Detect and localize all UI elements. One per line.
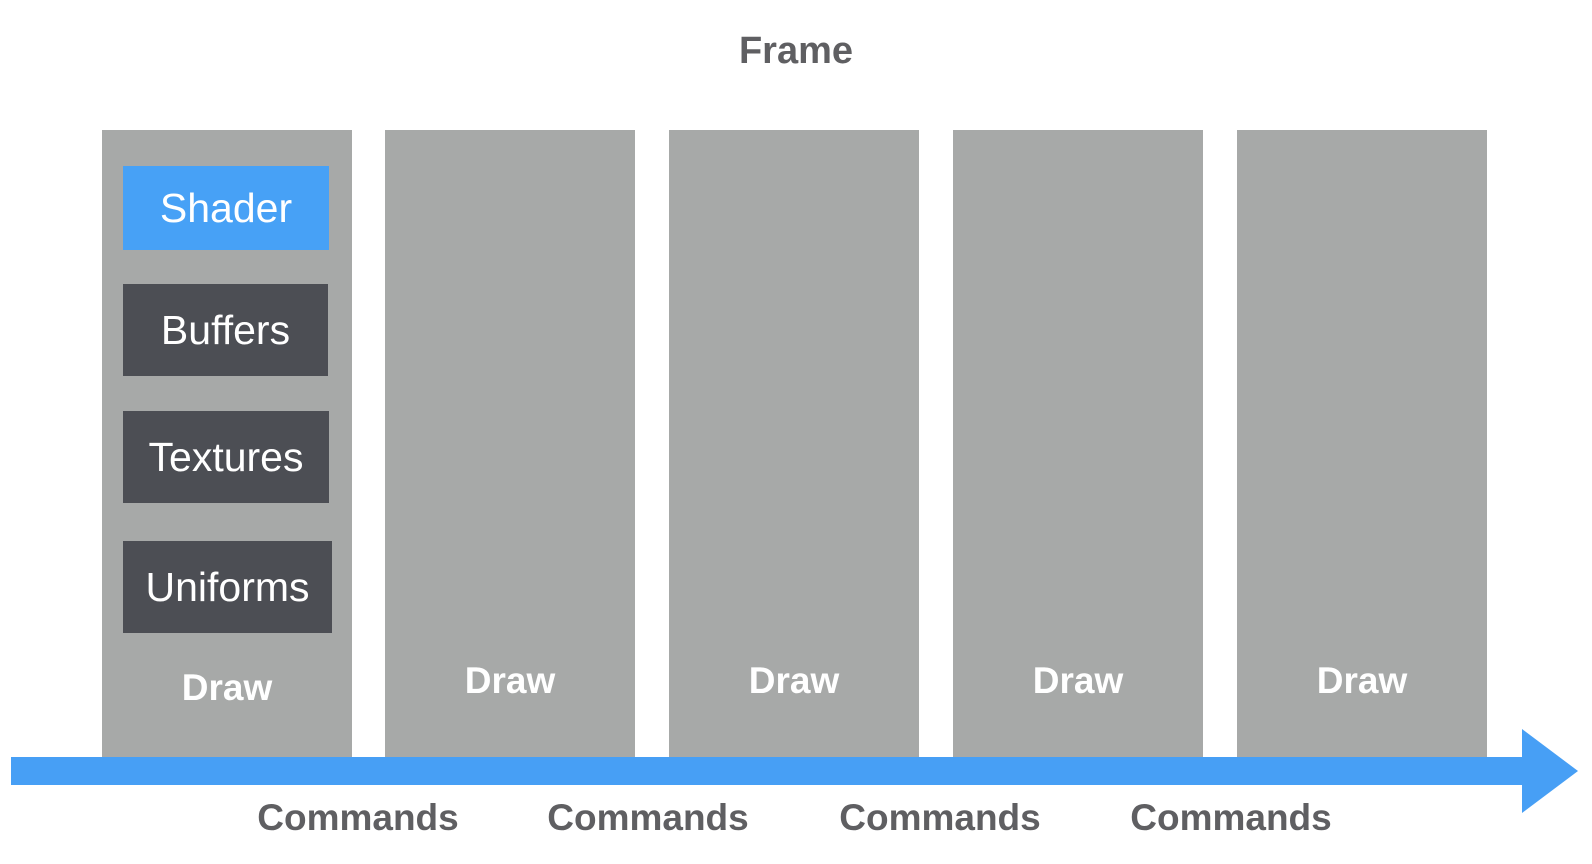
commands-label-4: Commands bbox=[1130, 797, 1332, 838]
timeline-arrow-shaft bbox=[11, 757, 1525, 785]
draw-label-5: Draw bbox=[1316, 660, 1408, 701]
draw-label-2: Draw bbox=[464, 660, 556, 701]
draw-column-1: Shader Buffers Textures Uniforms Draw bbox=[102, 130, 352, 760]
draw-label-3: Draw bbox=[748, 660, 840, 701]
draw-column-5: Draw bbox=[1237, 130, 1487, 760]
draw-column-4: Draw bbox=[953, 130, 1203, 760]
uniforms-block: Uniforms bbox=[123, 541, 332, 633]
shader-block: Shader bbox=[123, 166, 329, 250]
frame-title: Frame bbox=[738, 30, 854, 72]
commands-label-3: Commands bbox=[839, 797, 1041, 838]
draw-label-4: Draw bbox=[1032, 660, 1124, 701]
commands-label-2: Commands bbox=[547, 797, 749, 838]
textures-block: Textures bbox=[123, 411, 329, 503]
draw-column-3: Draw bbox=[669, 130, 919, 760]
commands-label-1: Commands bbox=[257, 797, 459, 838]
timeline-arrow-head bbox=[1522, 729, 1578, 813]
buffers-block: Buffers bbox=[123, 284, 328, 376]
draw-label-1: Draw bbox=[181, 667, 273, 708]
draw-column-2: Draw bbox=[385, 130, 635, 760]
